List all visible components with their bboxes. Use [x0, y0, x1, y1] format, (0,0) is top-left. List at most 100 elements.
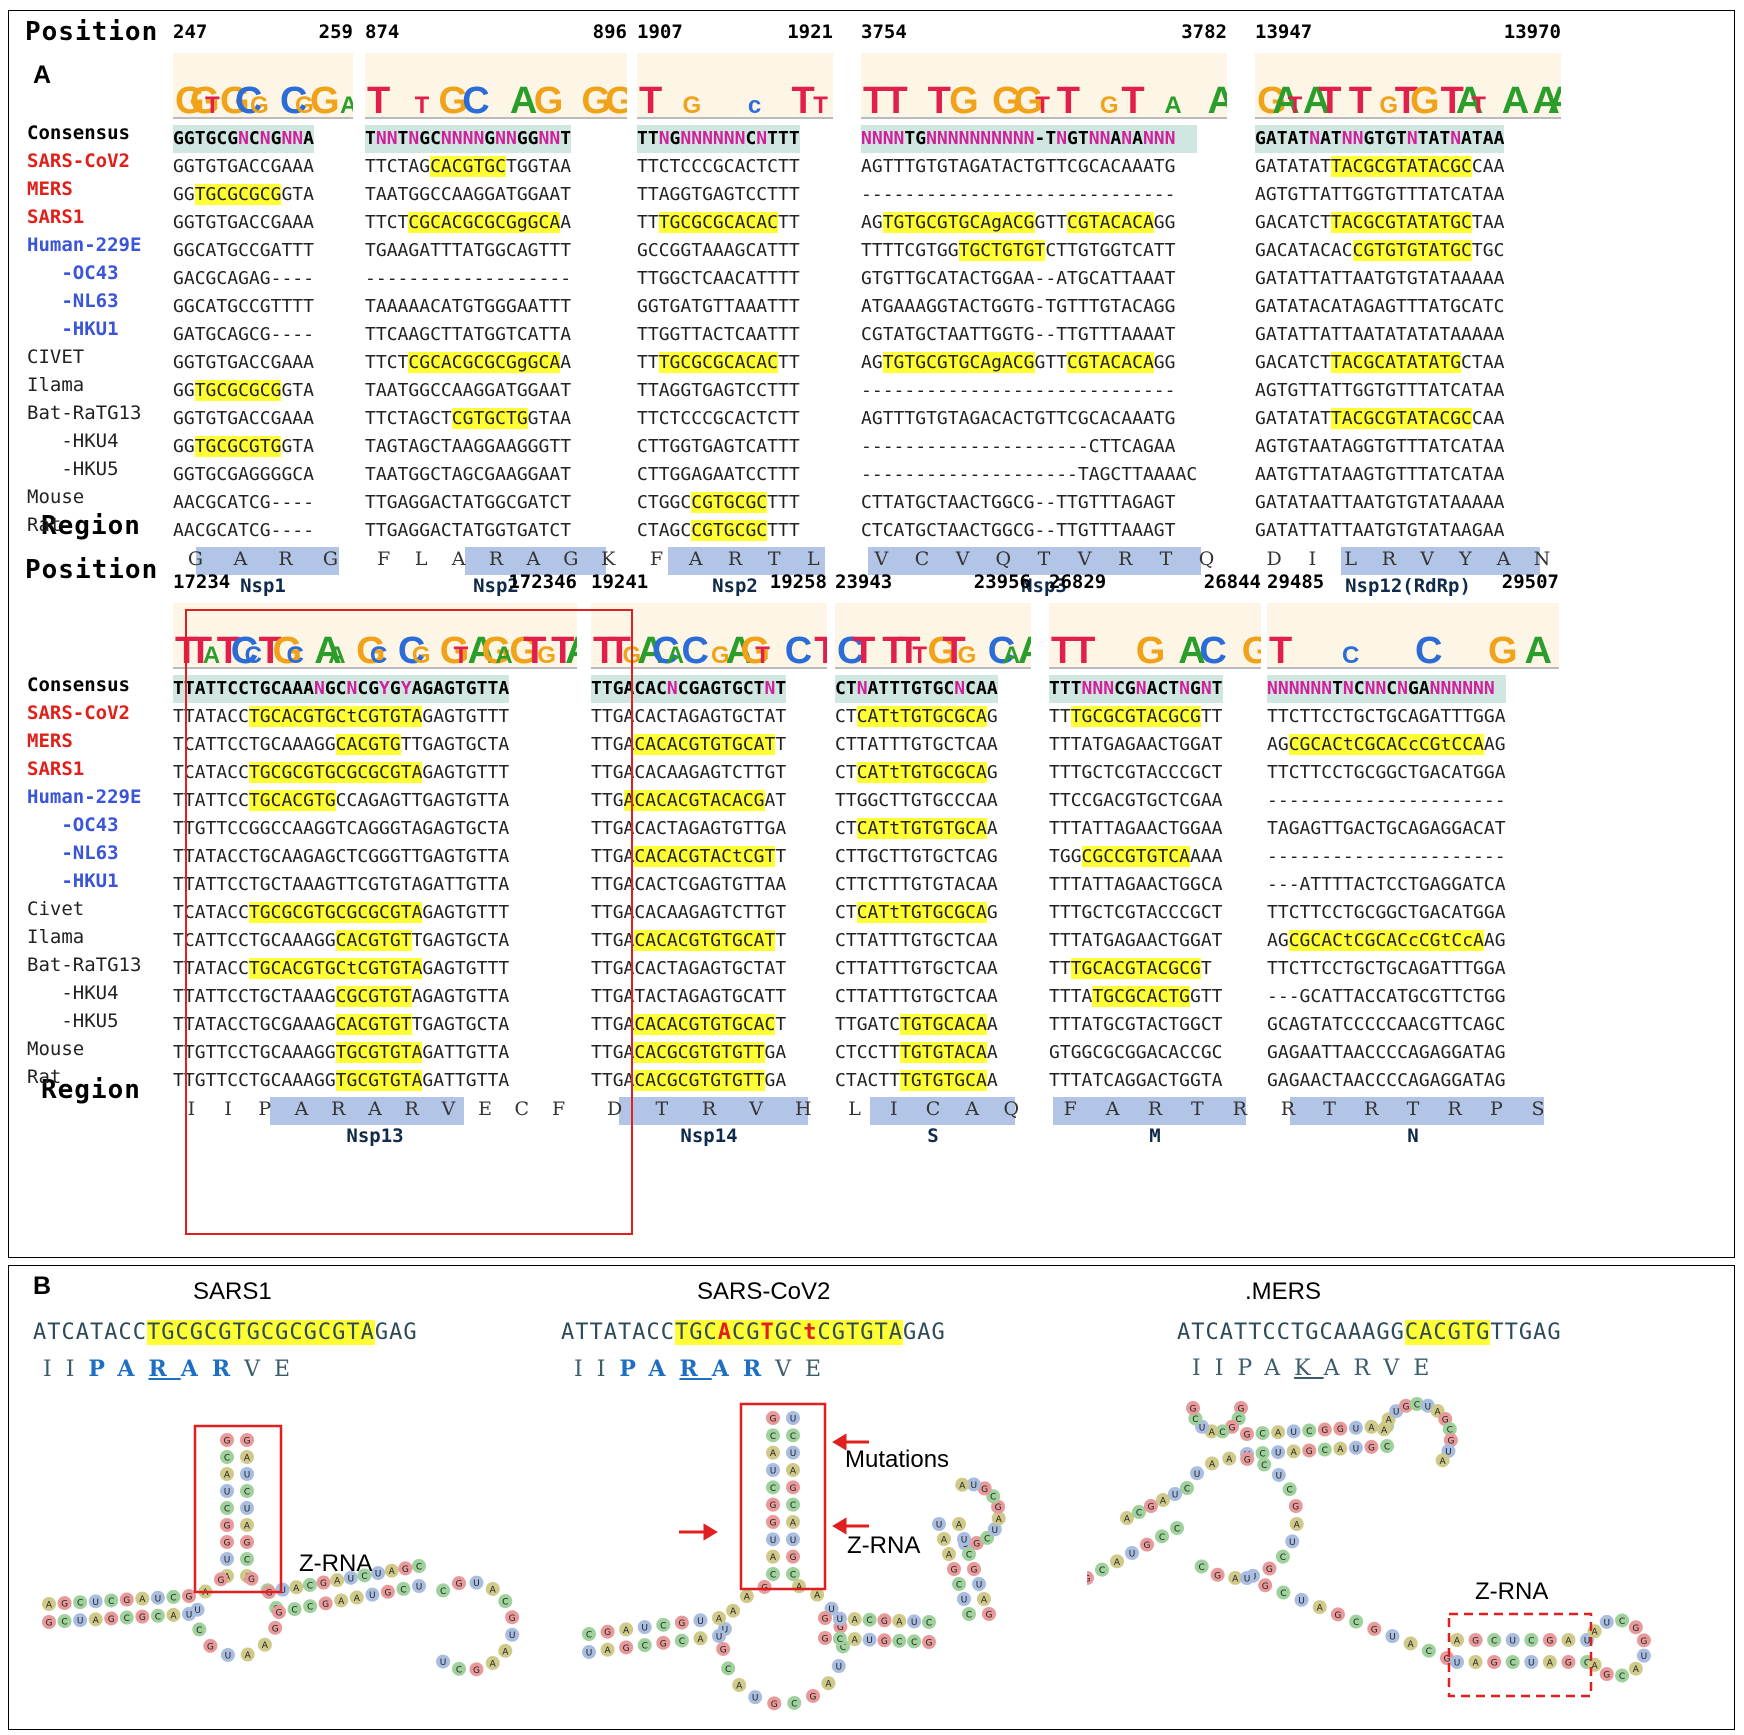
nucleotide-letter: G: [384, 1588, 391, 1598]
nucleotide-letter: G: [822, 1615, 829, 1625]
nucleotide: [674, 1615, 689, 1630]
nucleotide: [1367, 1621, 1382, 1636]
nucleotide: [1288, 1499, 1303, 1514]
zrna-box-sars1: [193, 1424, 283, 1594]
nucleotide-letter: U: [790, 1536, 797, 1546]
sequence-lines: CTNATTTGTGCNCAA CTCATtTGTGCGCAG CTTATTTGTG…: [835, 675, 998, 1095]
nucleotide-letter: C: [440, 1587, 446, 1597]
amino-acid: R: [278, 548, 293, 570]
nucleotide: [877, 1633, 892, 1648]
nucleotide: [1262, 1561, 1277, 1576]
nucleotide: [1289, 1516, 1304, 1531]
nucleotide-letter: C: [196, 1626, 202, 1636]
amino-acid: V: [955, 548, 970, 570]
nucleotide-letter: G: [720, 1645, 727, 1655]
amino-acid: R: [331, 1098, 346, 1120]
nucleotide-letter: A: [1275, 1429, 1282, 1439]
sequence-line: GATATTATTAATGTGTATAAGAA: [1255, 520, 1505, 541]
nucleotide: [1385, 1629, 1400, 1644]
nucleotide-letter: C: [896, 1637, 902, 1647]
nucleotide-letter: G: [123, 1596, 130, 1606]
nucleotide-letter: C: [1619, 1617, 1625, 1627]
sequence-line: TCATTCCTGCAAAGGCACGTGTTGAGTGCTA: [173, 930, 510, 951]
nucleotide: [42, 1615, 56, 1629]
logo-letter: T: [1471, 92, 1486, 117]
nucleotide: [922, 1615, 936, 1629]
species-name: SARS-CoV2: [27, 150, 130, 172]
nucleotide-letter: A: [981, 1596, 988, 1606]
amino-acid: A: [1105, 1098, 1120, 1120]
nucleotide-letter: U: [1454, 1659, 1461, 1669]
nucleotide-letter: C: [224, 1505, 230, 1515]
nucleotide: [268, 1620, 283, 1635]
nucleotide: [1628, 1620, 1643, 1635]
sequence-line: TAATGGCCAAGGATGGAAT: [365, 184, 572, 205]
logo-letter: A: [314, 630, 341, 667]
amino-acid: L: [807, 548, 820, 570]
nucleotide-letter: A: [1381, 1426, 1388, 1436]
logo-letter: T: [205, 92, 220, 117]
nucleotide: [967, 1562, 981, 1576]
nucleotide-letter: U: [866, 1636, 873, 1646]
sequence-line: TTTATGAGAACTGGAT: [1049, 734, 1223, 755]
nucleotide-letter: A: [93, 1616, 100, 1626]
amino-acid: T: [1406, 1098, 1420, 1120]
sequence-lines: TTTNNNCGNACTNGNT TTTGCGCGTACGCGTT TTTATGAG…: [1049, 675, 1223, 1095]
nucleotide-letter: U: [722, 1626, 729, 1636]
sequence-lines: GATATNATNNGTGTNTATNATAA GATATATTACGCGTATA…: [1255, 125, 1505, 545]
nucleotide: [1271, 1445, 1286, 1460]
amino-acid: V: [749, 1098, 764, 1120]
nucleotide-letter: C: [1174, 1525, 1180, 1535]
sequence-line: TTTATGCGTACTGGCT: [1049, 1014, 1223, 1035]
nucleotide: [922, 1635, 936, 1649]
nucleotide: [469, 1575, 484, 1590]
logo-letter: T: [1035, 92, 1050, 117]
species-name: Ilama: [27, 374, 85, 396]
nucleotide: [786, 1532, 800, 1547]
sequence-line: TTGACACACGTGTGCATT: [591, 734, 787, 755]
nucleotide-letter: G: [1447, 1437, 1454, 1447]
nucleotide: [398, 1561, 413, 1576]
nucleotide-letter: C: [1584, 1659, 1590, 1669]
nucleotide-letter: U: [1528, 1659, 1535, 1669]
nucleotide-letter: C: [416, 1563, 422, 1573]
nucleotide-letter: G: [244, 1437, 251, 1447]
sequence-line: CTTATTTGTGCTCAA: [835, 986, 998, 1007]
amino-acid: R: [1280, 1098, 1295, 1120]
sequence-line: TTTATGAGAACTGGAT: [1049, 930, 1223, 951]
region-label: N: [1407, 1125, 1419, 1147]
nucleotide: [1222, 1451, 1237, 1466]
sequence-line: CTTCTTTGTGTACAA: [835, 874, 998, 895]
amino-acid: A: [688, 548, 703, 570]
sequence-logo: CTTTTGTGCAA: [835, 603, 1031, 669]
sequence-line: TTTGCGCGCACACTT: [637, 212, 800, 233]
logo-letter: T: [943, 630, 966, 667]
sequence-line: TTCAAGCTTATGGTCATTA: [365, 324, 572, 345]
amino-acid: T: [1191, 1098, 1204, 1120]
nucleotide: [244, 1571, 259, 1586]
nucleotide: [88, 1594, 103, 1609]
nucleotide-letter: C: [790, 1571, 796, 1581]
nucleotide: [786, 1497, 800, 1512]
nucleotide-letter: C: [502, 1598, 508, 1608]
logo-letter: A: [495, 642, 512, 667]
amino-acid: R: [148, 1356, 181, 1382]
amino-acid: I: [224, 1098, 232, 1120]
nucleotide: [766, 1480, 780, 1495]
nucleotide: [932, 1517, 946, 1531]
nucleotide: [969, 1535, 984, 1550]
nucleotide-letter: U: [961, 1596, 968, 1606]
logo-letter: C: [370, 642, 387, 667]
nucleotide: [289, 1580, 304, 1595]
nucleotide: [847, 1612, 862, 1627]
nucleotide-letter: A: [1209, 1428, 1216, 1438]
nucleotide: [303, 1599, 318, 1614]
sequence-line: CTTGGAGAATCCTTT: [637, 464, 800, 485]
nucleotide-letter: G: [1444, 1655, 1451, 1665]
amino-acid: V: [874, 548, 889, 570]
nucleotide-letter: G: [623, 1644, 630, 1654]
